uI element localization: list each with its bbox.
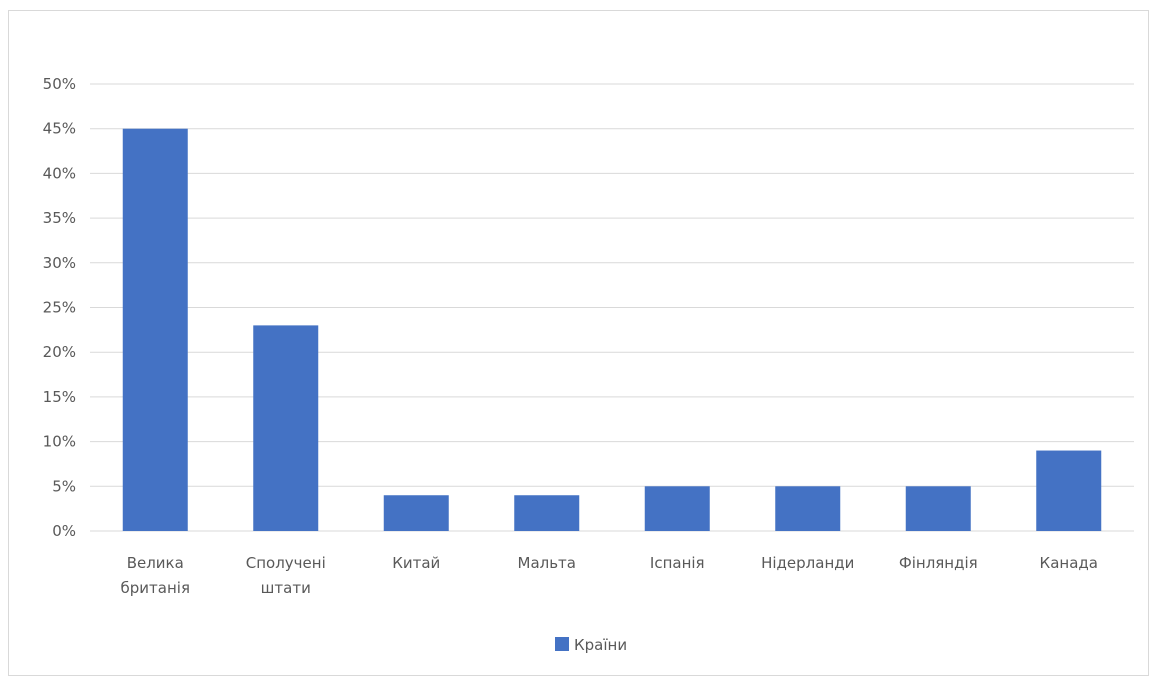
x-axis-labels: Велика британія Сполучені штати Китай Мальта І… bbox=[121, 554, 1098, 597]
x-tick-label-line: Нідерланди bbox=[761, 554, 854, 572]
x-tick-label: Канада bbox=[1040, 554, 1098, 572]
y-tick-label: 15% bbox=[43, 388, 76, 406]
x-tick-label: Нідерланди bbox=[761, 554, 854, 572]
x-tick-label: Мальта bbox=[518, 554, 577, 572]
bar bbox=[514, 495, 580, 531]
x-tick-label-line: Мальта bbox=[518, 554, 577, 572]
y-tick-label: 5% bbox=[52, 477, 76, 495]
y-tick-label: 20% bbox=[43, 343, 76, 361]
y-tick-label: 0% bbox=[52, 522, 76, 540]
y-tick-label: 35% bbox=[43, 209, 76, 227]
y-tick-label: 30% bbox=[43, 254, 76, 272]
bar bbox=[122, 128, 188, 531]
bars bbox=[122, 128, 1102, 531]
x-tick-label-line: Сполучені bbox=[246, 554, 326, 572]
x-tick-label-line: Канада bbox=[1040, 554, 1098, 572]
x-tick-label-line: штати bbox=[261, 579, 311, 597]
bar bbox=[253, 325, 319, 531]
y-tick-label: 45% bbox=[43, 120, 76, 138]
x-tick-label-line: Іспанія bbox=[650, 554, 705, 572]
x-tick-label: Фінляндія bbox=[899, 554, 978, 572]
x-tick-label-line: Велика bbox=[127, 554, 184, 572]
y-tick-label: 25% bbox=[43, 299, 76, 317]
chart-frame bbox=[8, 10, 1149, 676]
x-tick-label: Китай bbox=[392, 554, 440, 572]
y-tick-label: 40% bbox=[43, 164, 76, 182]
y-axis-labels: 0% 5% 10% 15% 20% 25% 30% 35% 40% 45% 50% bbox=[43, 75, 76, 540]
x-tick-label-line: Китай bbox=[392, 554, 440, 572]
bar bbox=[1036, 450, 1102, 531]
legend-label: Країни bbox=[574, 636, 627, 654]
x-tick-label: Велика британія bbox=[121, 554, 190, 597]
bar bbox=[905, 486, 971, 531]
x-tick-label: Іспанія bbox=[650, 554, 705, 572]
bar bbox=[775, 486, 841, 531]
y-tick-label: 50% bbox=[43, 75, 76, 93]
legend: Країни bbox=[555, 636, 627, 654]
x-tick-label-line: Фінляндія bbox=[899, 554, 978, 572]
legend-swatch bbox=[555, 637, 569, 651]
bar bbox=[383, 495, 449, 531]
y-tick-label: 10% bbox=[43, 433, 76, 451]
x-tick-label-line: британія bbox=[121, 579, 190, 597]
bar bbox=[644, 486, 710, 531]
x-tick-label: Сполучені штати bbox=[246, 554, 326, 597]
gridlines bbox=[90, 83, 1134, 532]
